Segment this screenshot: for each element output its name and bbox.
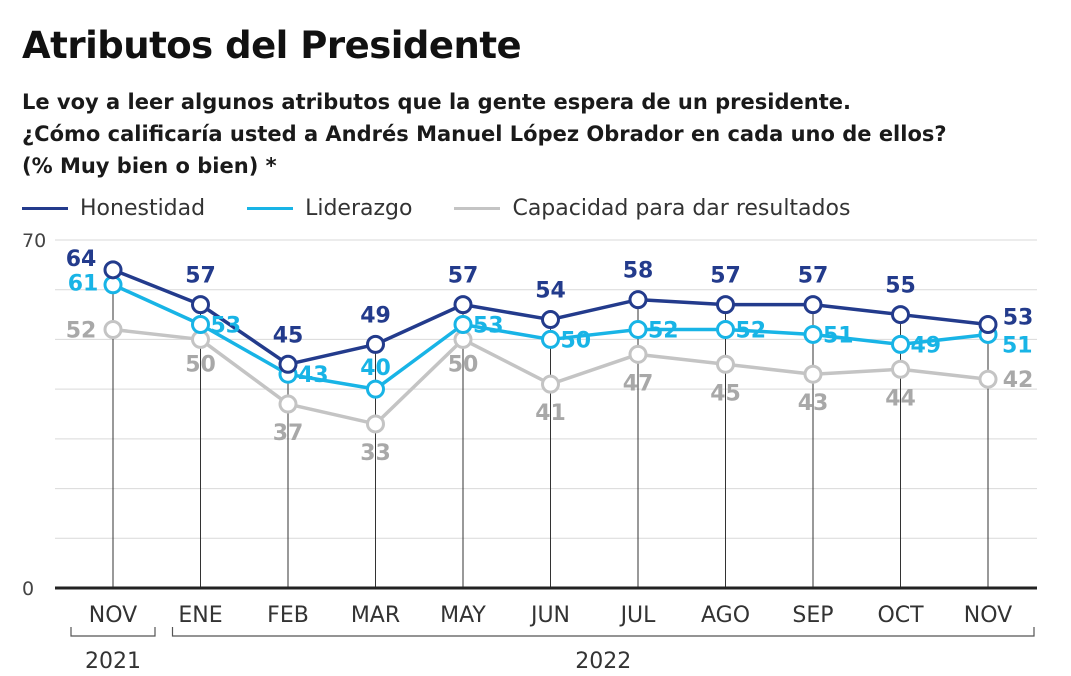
data-label-honestidad: 54 (535, 279, 566, 304)
data-label-capacidad: 44 (885, 386, 916, 411)
data-label-honestidad: 64 (66, 247, 97, 272)
subtitle-line-3: (% Muy bien o bien) * (22, 154, 277, 178)
data-label-liderazgo: 52 (648, 318, 679, 343)
y-tick-label: 0 (22, 578, 34, 600)
data-label-liderazgo: 49 (911, 333, 942, 358)
legend-swatch-honestidad (22, 206, 68, 210)
x-tick-label: AGO (701, 603, 750, 628)
data-point-capacidad (803, 364, 823, 384)
x-tick-label: MAY (440, 603, 486, 628)
data-label-liderazgo: 53 (473, 314, 504, 339)
x-tick-label: SEP (792, 603, 833, 628)
data-point-honestidad (366, 334, 385, 354)
data-label-liderazgo: 50 (561, 328, 592, 353)
data-point-capacidad (716, 354, 735, 374)
data-label-honestidad: 57 (710, 264, 741, 289)
legend-item-liderazgo: Liderazgo (247, 196, 412, 221)
x-tick-label: JUN (529, 603, 570, 628)
data-point-liderazgo (803, 324, 823, 344)
x-tick-label: FEB (267, 603, 309, 628)
data-point-honestidad (978, 315, 998, 335)
data-point-honestidad (891, 305, 910, 325)
data-point-capacidad (978, 369, 998, 389)
x-tick-label: NOV (89, 603, 137, 628)
data-point-honestidad (278, 354, 298, 374)
legend-item-capacidad: Capacidad para dar resultados (454, 196, 850, 221)
data-label-honestidad: 57 (798, 264, 829, 289)
x-tick-label: NOV (964, 603, 1012, 628)
data-label-liderazgo: 43 (298, 363, 329, 388)
data-label-honestidad: 57 (185, 264, 216, 289)
data-point-capacidad (366, 414, 385, 434)
data-label-capacidad: 50 (448, 352, 479, 377)
data-point-honestidad (453, 295, 473, 315)
data-label-liderazgo: 52 (736, 318, 767, 343)
data-point-honestidad (628, 290, 648, 310)
data-point-liderazgo (191, 315, 210, 335)
data-point-liderazgo (628, 319, 648, 339)
data-label-liderazgo: 40 (360, 356, 391, 381)
year-label: 2022 (575, 649, 631, 674)
y-tick-label: 70 (22, 230, 46, 252)
data-label-honestidad: 57 (448, 264, 479, 289)
legend-label-capacidad: Capacidad para dar resultados (512, 195, 851, 221)
x-tick-label: JUL (619, 603, 657, 628)
data-point-liderazgo (891, 334, 910, 354)
year-bracket (70, 627, 156, 637)
legend-label-liderazgo: Liderazgo (305, 195, 413, 221)
data-label-capacidad: 45 (710, 381, 741, 406)
data-label-capacidad: 47 (623, 371, 654, 396)
data-label-capacidad: 33 (360, 441, 391, 466)
chart-legend: Honestidad Liderazgo Capacidad para dar … (22, 192, 892, 224)
data-point-capacidad (541, 374, 560, 394)
year-label: 2021 (85, 649, 141, 674)
data-point-honestidad (191, 295, 210, 315)
data-label-liderazgo: 61 (68, 272, 99, 297)
data-point-liderazgo (366, 379, 385, 399)
data-point-capacidad (891, 359, 910, 379)
data-label-honestidad: 53 (1003, 306, 1034, 331)
legend-label-honestidad: Honestidad (80, 195, 206, 221)
x-tick-label: MAR (351, 603, 400, 628)
data-label-capacidad: 37 (273, 421, 304, 446)
data-label-liderazgo: 51 (1002, 333, 1033, 358)
data-point-capacidad (628, 344, 648, 364)
data-label-capacidad: 41 (535, 401, 566, 426)
data-label-capacidad: 50 (185, 352, 216, 377)
year-bracket (171, 627, 1035, 637)
data-point-liderazgo (541, 329, 560, 349)
data-point-honestidad (541, 310, 560, 330)
chart-title: Atributos del Presidente (22, 24, 522, 67)
chart-subtitle: Le voy a leer algunos atributos que la g… (22, 86, 1062, 182)
data-point-honestidad (716, 295, 735, 315)
x-tick-label: ENE (178, 603, 222, 628)
data-point-honestidad (103, 260, 123, 280)
data-point-liderazgo (716, 319, 735, 339)
data-point-capacidad (103, 319, 123, 339)
data-point-capacidad (278, 394, 298, 414)
data-label-honestidad: 45 (273, 323, 304, 348)
data-label-capacidad: 43 (798, 391, 829, 416)
data-label-capacidad: 42 (1003, 368, 1034, 393)
legend-item-honestidad: Honestidad (22, 196, 205, 221)
data-point-liderazgo (453, 315, 473, 335)
data-label-capacidad: 52 (66, 318, 97, 343)
data-label-liderazgo: 51 (823, 323, 854, 348)
data-label-honestidad: 58 (623, 259, 654, 284)
subtitle-line-1: Le voy a leer algunos atributos que la g… (22, 90, 851, 114)
data-label-honestidad: 55 (885, 274, 916, 299)
legend-swatch-liderazgo (247, 206, 294, 210)
data-label-liderazgo: 53 (211, 314, 242, 339)
data-point-honestidad (803, 295, 823, 315)
subtitle-line-2: ¿Cómo calificaría usted a Andrés Manuel … (22, 122, 947, 146)
x-tick-label: OCT (877, 603, 924, 628)
data-label-honestidad: 49 (360, 303, 391, 328)
legend-swatch-capacidad (454, 206, 501, 210)
